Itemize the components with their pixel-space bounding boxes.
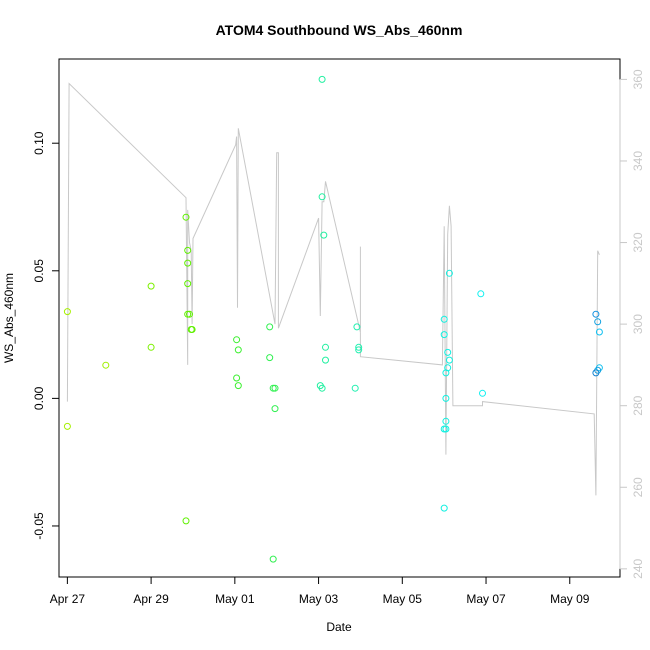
data-point (147, 343, 155, 351)
line-series (66, 82, 600, 496)
data-point (592, 310, 600, 318)
data-point (184, 259, 192, 267)
data-point (233, 336, 241, 344)
data-point (234, 382, 242, 390)
data-point (440, 504, 448, 512)
data-point (440, 315, 448, 323)
data-point (271, 384, 279, 392)
data-point (269, 555, 277, 563)
data-point (355, 343, 363, 351)
y-tick-label: 0.05 (32, 259, 46, 283)
plot-frame (58, 58, 621, 578)
data-point (322, 356, 329, 364)
data-point (266, 354, 274, 362)
y2-tick-label: 300 (631, 314, 645, 334)
data-point (442, 425, 450, 433)
x-tick-label: May 07 (466, 592, 506, 606)
data-point (442, 369, 450, 377)
y2-tick-label: 280 (631, 395, 645, 415)
data-point (442, 417, 450, 425)
data-point (271, 405, 279, 413)
y-tick-label: 0.00 (32, 386, 46, 410)
y2-tick-label: 360 (631, 69, 645, 89)
x-axis-label: Date (326, 620, 352, 634)
y-axis-label: WS_Abs_460nm (2, 273, 16, 363)
chart-title: ATOM4 Southbound WS_Abs_460nm (216, 22, 463, 38)
data-point (184, 246, 192, 254)
data-point (355, 346, 363, 354)
data-point (477, 290, 485, 298)
y2-tick-label: 340 (631, 151, 645, 171)
x-tick-label: May 03 (299, 592, 339, 606)
data-point (318, 384, 326, 392)
data-point (595, 328, 603, 336)
x-tick-label: May 01 (215, 592, 255, 606)
data-point (182, 517, 190, 525)
data-point (186, 310, 193, 318)
y2-tick-label: 240 (631, 558, 645, 578)
data-point (440, 331, 448, 339)
data-point (184, 280, 192, 288)
data-point (444, 348, 452, 356)
x-tick-label: May 09 (550, 592, 590, 606)
data-point (102, 361, 110, 369)
data-point (594, 318, 602, 326)
data-point (445, 356, 453, 364)
line-series-path (66, 82, 600, 496)
data-point (233, 374, 241, 382)
y2-tick-label: 260 (631, 477, 645, 497)
x-tick-label: May 05 (383, 592, 423, 606)
data-point (442, 394, 450, 402)
data-point (63, 308, 71, 316)
y-axis: -0.05 0.00 0.05 0.10 (32, 131, 60, 540)
data-point (188, 326, 196, 333)
x-tick-label: Apr 29 (133, 592, 169, 606)
data-point (592, 369, 600, 377)
y-tick-label: -0.05 (32, 512, 46, 540)
y2-axis: 240 260 280 300 320 340 360 (619, 69, 645, 579)
data-point (147, 282, 155, 290)
data-point (445, 269, 453, 277)
data-point (318, 75, 326, 83)
scatter-points (63, 75, 603, 563)
data-point (479, 389, 486, 397)
x-tick-label: Apr 27 (50, 592, 86, 606)
data-point (351, 384, 359, 392)
data-point (182, 213, 190, 221)
data-point (266, 323, 274, 331)
data-point (320, 231, 328, 239)
data-point (234, 346, 242, 354)
y-tick-label: 0.10 (32, 131, 46, 155)
data-point (353, 323, 361, 331)
data-point (63, 422, 71, 430)
x-axis: Apr 27 Apr 29 May 01 May 03 May 05 May 07 May … (50, 576, 590, 606)
y2-tick-label: 320 (631, 232, 645, 252)
data-point (318, 193, 326, 201)
data-point (322, 343, 329, 351)
